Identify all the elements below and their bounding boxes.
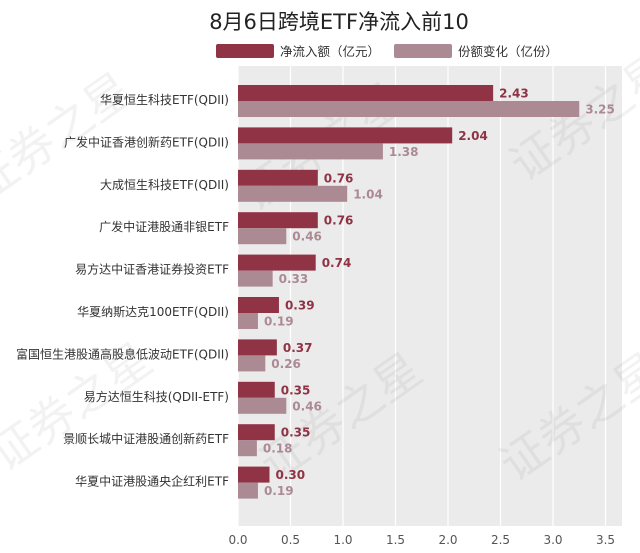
bar-shares bbox=[238, 482, 258, 499]
bar-inflow bbox=[238, 169, 318, 186]
bar-shares bbox=[238, 270, 273, 287]
value-label-inflow: 0.30 bbox=[276, 468, 306, 482]
value-label-shares: 1.38 bbox=[389, 145, 419, 159]
value-label-shares: 3.25 bbox=[585, 103, 615, 117]
x-tick-label: 2.5 bbox=[491, 533, 510, 547]
chart-title: 8月6日跨境ETF净流入前10 bbox=[209, 10, 469, 34]
bars: 华夏恒生科技ETF(QDII) 2.43 3.25 广发中证香港创新药ETF(QDII… bbox=[16, 85, 615, 499]
value-label-inflow: 0.35 bbox=[281, 426, 311, 440]
legend-swatch-shares bbox=[394, 44, 452, 58]
bar-inflow bbox=[238, 85, 494, 101]
x-tick-label: 3.0 bbox=[543, 533, 562, 547]
bar-shares bbox=[238, 228, 287, 245]
bar-inflow bbox=[238, 254, 316, 271]
value-label-inflow: 0.39 bbox=[285, 299, 315, 313]
category-label: 华夏纳斯达克100ETF(QDII) bbox=[77, 305, 229, 319]
value-label-inflow: 0.35 bbox=[281, 383, 311, 397]
value-label-shares: 0.19 bbox=[264, 484, 294, 498]
value-label-shares: 0.18 bbox=[263, 442, 293, 456]
value-label-shares: 0.46 bbox=[292, 399, 322, 413]
value-label-shares: 0.46 bbox=[292, 230, 322, 244]
x-tick-label: 2.0 bbox=[438, 533, 457, 547]
bar-shares bbox=[238, 185, 348, 202]
x-tick-label: 3.5 bbox=[596, 533, 615, 547]
value-label-inflow: 0.76 bbox=[324, 171, 354, 185]
value-label-inflow: 0.37 bbox=[283, 341, 313, 355]
value-label-shares: 0.19 bbox=[264, 315, 294, 329]
bar-inflow bbox=[238, 339, 277, 356]
legend: 净流入额（亿元） 份额变化（亿份） bbox=[216, 44, 558, 59]
value-label-shares: 1.04 bbox=[353, 187, 383, 201]
category-label: 易方达恒生科技(QDII-ETF) bbox=[84, 389, 229, 404]
bar-shares bbox=[238, 313, 258, 329]
legend-label-inflow: 净流入额（亿元） bbox=[280, 44, 380, 59]
value-label-shares: 0.33 bbox=[279, 272, 309, 286]
bar-inflow bbox=[238, 212, 318, 229]
category-label: 广发中证港股通非银ETF bbox=[99, 219, 229, 234]
category-label: 广发中证香港创新药ETF(QDII) bbox=[64, 134, 229, 149]
category-label: 景顺长城中证港股通创新药ETF bbox=[63, 431, 229, 446]
value-label-shares: 0.26 bbox=[271, 357, 301, 371]
category-label: 易方达中证香港证券投资ETF bbox=[75, 262, 229, 277]
category-label: 华夏恒生科技ETF(QDII) bbox=[100, 93, 229, 107]
bar-shares bbox=[238, 101, 580, 117]
x-tick-label: 1.0 bbox=[333, 533, 352, 547]
category-label: 华夏中证港股通央企红利ETF bbox=[75, 474, 229, 489]
legend-swatch-inflow bbox=[216, 44, 274, 58]
category-label: 大成恒生科技ETF(QDII) bbox=[100, 178, 229, 192]
bar-shares bbox=[238, 143, 383, 160]
x-tick-label: 0.5 bbox=[281, 533, 300, 547]
bar-inflow bbox=[238, 297, 279, 313]
bar-shares bbox=[238, 355, 266, 372]
value-label-inflow: 2.43 bbox=[499, 87, 529, 101]
value-label-inflow: 2.04 bbox=[458, 129, 488, 143]
category-label: 富国恒生港股通高股息低波动ETF(QDII) bbox=[16, 346, 229, 361]
x-tick-label: 1.5 bbox=[386, 533, 405, 547]
bar-shares bbox=[238, 440, 257, 457]
bar-inflow bbox=[238, 424, 275, 441]
bar-shares bbox=[238, 397, 287, 414]
bar-inflow bbox=[238, 127, 453, 144]
x-tick-label: 0.0 bbox=[228, 533, 247, 547]
value-label-inflow: 0.74 bbox=[322, 256, 352, 270]
bar-inflow bbox=[238, 466, 270, 483]
value-label-inflow: 0.76 bbox=[324, 214, 354, 228]
legend-label-shares: 份额变化（亿份） bbox=[458, 44, 558, 59]
bar-inflow bbox=[238, 381, 275, 398]
x-axis: 0.0 0.5 1.0 1.5 2.0 2.5 3.0 3.5 bbox=[228, 533, 615, 547]
